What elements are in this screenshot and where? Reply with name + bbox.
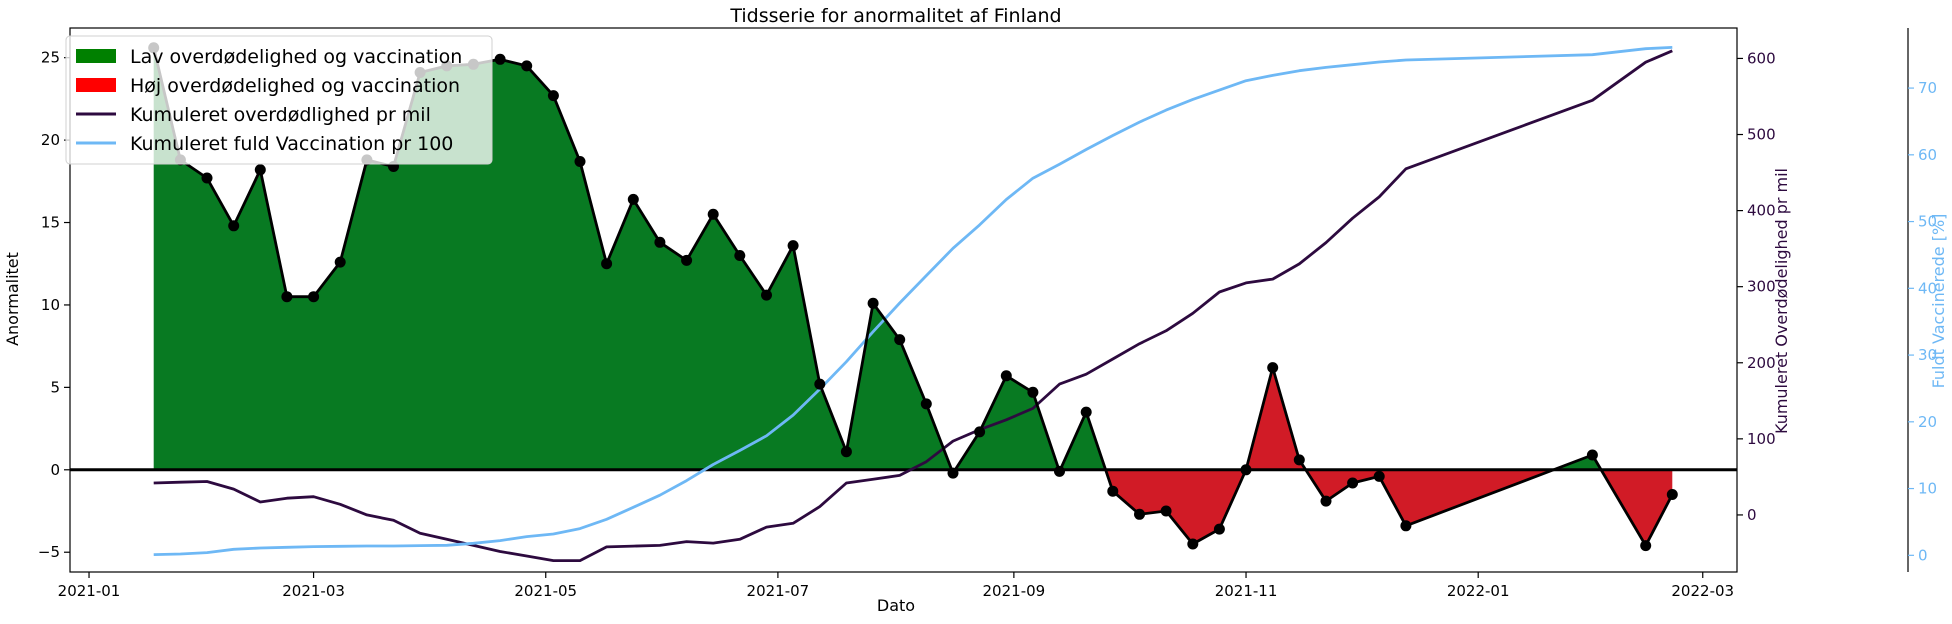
y-right-tick-label-6: 600 — [1747, 49, 1776, 67]
legend-label-1: Høj overdødelighed og vaccination — [130, 75, 460, 97]
y-right-tick-label-0: 0 — [1747, 506, 1757, 524]
y-right-tick-label-2: 200 — [1747, 354, 1776, 372]
y-tick-label-0: −5 — [38, 543, 60, 561]
anomaly-point-29 — [920, 398, 932, 410]
anomaly-point-36 — [1107, 485, 1119, 497]
anomaly-point-7 — [334, 256, 346, 268]
anomaly-point-3 — [228, 220, 240, 232]
anomaly-fill-group — [153, 47, 1673, 546]
anomaly-point-35 — [1080, 406, 1092, 418]
y-right2-tick-label-6: 60 — [1918, 146, 1937, 164]
y-axis-label-right: Kumuleret Overdødelighed pr mil — [1772, 168, 1791, 434]
anomaly-point-43 — [1293, 454, 1305, 466]
y-right2-tick-label-4: 40 — [1918, 279, 1937, 297]
anomaly-point-18 — [627, 193, 639, 205]
negative-anomaly-area-5 — [1105, 367, 1306, 544]
anomaly-point-27 — [867, 297, 879, 309]
anomaly-point-39 — [1187, 538, 1199, 550]
excess-mortality-line — [153, 49, 1673, 562]
anomaly-point-28 — [894, 334, 906, 346]
anomaly-point-2 — [201, 172, 213, 184]
anomaly-point-32 — [1000, 370, 1012, 382]
anomaly-point-22 — [734, 250, 746, 261]
anomaly-point-50 — [1666, 489, 1678, 500]
anomaly-point-19 — [654, 236, 666, 248]
legend-box — [65, 35, 493, 165]
anomaly-point-38 — [1160, 505, 1172, 517]
anomaly-point-14 — [521, 60, 533, 72]
legend-swatch-0 — [76, 49, 116, 63]
y-right2-tick-label-0: 0 — [1918, 546, 1928, 564]
legend-label-3: Kumuleret fuld Vaccination pr 100 — [130, 133, 453, 155]
anomaly-point-49 — [1640, 540, 1652, 552]
anomaly-point-45 — [1347, 477, 1359, 489]
anomaly-point-13 — [494, 53, 506, 65]
x-tick-label-0: 2021-01 — [58, 582, 121, 600]
y-right-tick-label-4: 400 — [1747, 202, 1776, 220]
y-tick-label-5: 20 — [41, 131, 60, 149]
y-right-tick-label-3: 300 — [1747, 278, 1776, 296]
x-tick-label-6: 2022-01 — [1447, 582, 1510, 600]
y-tick-label-1: 0 — [50, 461, 60, 479]
x-tick-label-2: 2021-05 — [514, 582, 577, 600]
legend-label-2: Kumuleret overdødlighed pr mil — [130, 104, 431, 126]
anomaly-point-48 — [1586, 449, 1598, 461]
y-tick-label-6: 25 — [41, 49, 60, 67]
anomaly-point-46 — [1373, 470, 1385, 482]
legend-swatch-1 — [76, 78, 116, 92]
positive-anomaly-area-4 — [1060, 412, 1106, 470]
anomaly-point-33 — [1027, 386, 1039, 398]
axes-group: 2021-01 2021-03 2021-05 2021-07 2021-09 2021-… — [38, 27, 1937, 600]
y-right2-tick-label-2: 20 — [1918, 413, 1937, 431]
anomaly-point-44 — [1320, 495, 1332, 507]
anomaly-point-34 — [1054, 465, 1065, 477]
anomaly-point-40 — [1213, 523, 1225, 535]
y-tick-label-3: 10 — [41, 296, 60, 314]
legend: Lav overdødelighed og vaccination Høj ove… — [65, 35, 493, 165]
anomaly-point-25 — [814, 378, 826, 390]
x-tick-label-3: 2021-07 — [747, 582, 810, 600]
x-tick-label-5: 2021-11 — [1215, 582, 1278, 600]
y-right2-tick-label-5: 50 — [1918, 213, 1937, 231]
x-tick-label-7: 2022-03 — [1671, 582, 1734, 600]
x-axis-label: Dato — [877, 596, 915, 615]
anomaly-point-16 — [574, 156, 586, 167]
y-axis-label-left: Anormalitet — [3, 252, 22, 346]
anomaly-point-21 — [707, 208, 719, 220]
anomaly-point-6 — [308, 291, 320, 303]
anomaly-point-26 — [840, 446, 852, 458]
plot-frame — [69, 27, 1738, 573]
anomaly-point-47 — [1400, 520, 1412, 532]
anomaly-point-30 — [947, 467, 959, 479]
y-tick-label-4: 15 — [41, 214, 60, 232]
y-axis-label-right2: Fuldt Vaccinerede [%] — [1929, 214, 1948, 389]
anomaly-point-17 — [601, 258, 613, 270]
y-right-tick-label-1: 100 — [1747, 430, 1776, 448]
x-tick-label-1: 2021-03 — [282, 582, 345, 600]
anomaly-point-5 — [281, 291, 293, 303]
x-tick-label-4: 2021-09 — [983, 582, 1046, 600]
negative-anomaly-area-6 — [1305, 469, 1554, 526]
y-right2-tick-label-1: 10 — [1918, 480, 1937, 498]
y-right2-tick-label-3: 30 — [1918, 346, 1937, 364]
y-tick-label-2: 5 — [50, 378, 60, 396]
anomaly-point-24 — [787, 240, 799, 252]
anomaly-point-15 — [547, 90, 559, 102]
chart-title: Tidsserie for anormalitet af Finland — [729, 5, 1061, 27]
y-right2-tick-label-7: 70 — [1918, 79, 1937, 97]
anomaly-point-20 — [681, 254, 693, 266]
legend-label-0: Lav overdødelighed og vaccination — [130, 46, 462, 68]
anomaly-point-4 — [254, 164, 266, 176]
anomaly-point-37 — [1134, 508, 1145, 520]
anomaly-point-23 — [761, 289, 772, 301]
anomaly-point-41 — [1240, 464, 1252, 476]
positive-anomaly-area-0 — [153, 47, 952, 470]
y-right-tick-label-5: 500 — [1747, 126, 1776, 144]
anomaly-point-42 — [1267, 362, 1279, 374]
anomaly-point-31 — [974, 426, 986, 438]
positive-anomaly-area-2 — [955, 375, 1059, 470]
